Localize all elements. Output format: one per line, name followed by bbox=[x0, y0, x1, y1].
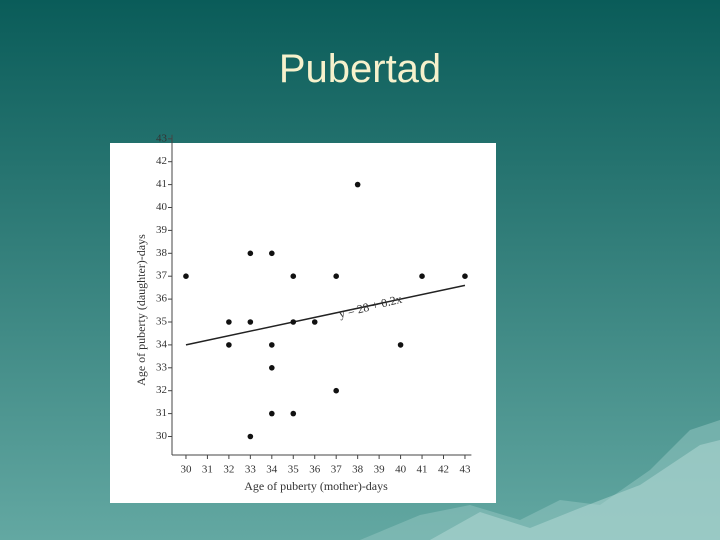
y-axis-label: Age of puberty (daughter)-days bbox=[134, 234, 148, 386]
y-tick-label: 30 bbox=[156, 430, 168, 442]
point bbox=[269, 250, 275, 257]
y-tick-label: 42 bbox=[156, 155, 167, 167]
point bbox=[462, 273, 468, 280]
chart-image bbox=[110, 143, 496, 503]
point bbox=[290, 273, 297, 280]
x-tick-label: 32 bbox=[223, 464, 234, 476]
x-tick-label: 36 bbox=[309, 464, 321, 476]
y-tick-label: 34 bbox=[156, 338, 168, 350]
y-tick-label: 39 bbox=[156, 224, 168, 236]
x-tick-label: 31 bbox=[202, 464, 213, 476]
point bbox=[333, 273, 339, 280]
point bbox=[247, 319, 254, 325]
fit-line bbox=[185, 284, 466, 346]
y-tick-label: 36 bbox=[156, 293, 168, 305]
point bbox=[269, 410, 275, 417]
x-tick-label: 35 bbox=[288, 464, 300, 476]
slide-title: Pubertad bbox=[279, 47, 441, 91]
point bbox=[269, 365, 275, 371]
y-tick-label: 38 bbox=[156, 247, 168, 259]
y-tick-label: 40 bbox=[156, 201, 168, 213]
point bbox=[311, 319, 318, 325]
point bbox=[354, 181, 361, 188]
y-tick-label: 41 bbox=[156, 178, 167, 190]
y-tick-label: 31 bbox=[156, 407, 167, 419]
y-tick-label: 37 bbox=[156, 270, 168, 282]
point bbox=[397, 342, 404, 348]
point bbox=[419, 273, 425, 280]
point bbox=[247, 250, 254, 257]
point bbox=[269, 342, 275, 348]
x-tick-label: 40 bbox=[395, 464, 407, 476]
point bbox=[333, 387, 339, 394]
x-tick-label: 37 bbox=[331, 464, 343, 476]
x-tick-label: 41 bbox=[417, 464, 428, 476]
x-tick-label: 39 bbox=[374, 464, 386, 476]
x-tick-label: 30 bbox=[180, 464, 192, 476]
y-tick-label: 32 bbox=[156, 384, 167, 396]
x-tick-label: 38 bbox=[352, 464, 364, 476]
x-axis-label: Age of puberty (mother)-days bbox=[244, 479, 388, 493]
y-tick-label: 43 bbox=[156, 132, 168, 144]
x-tick-label: 43 bbox=[459, 464, 471, 476]
point bbox=[290, 319, 297, 325]
point bbox=[226, 319, 232, 325]
mountain-decoration bbox=[430, 440, 720, 540]
point bbox=[183, 273, 189, 280]
y-tick-label: 33 bbox=[156, 361, 168, 373]
x-tick-label: 34 bbox=[266, 464, 278, 476]
y-tick-label: 35 bbox=[156, 316, 168, 328]
x-tick-label: 42 bbox=[438, 464, 449, 476]
point bbox=[290, 410, 297, 417]
point bbox=[226, 342, 232, 348]
point bbox=[247, 433, 254, 440]
x-tick-label: 33 bbox=[245, 464, 257, 476]
